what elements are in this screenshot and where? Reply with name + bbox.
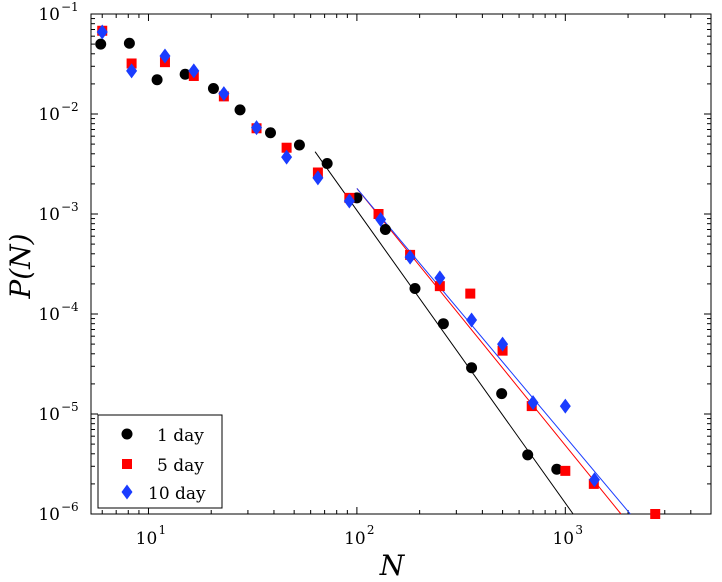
legend-marker-5-day [122,459,132,469]
legend-box [97,414,223,509]
y-axis-label: P(N) [4,233,37,299]
data-point-5-day [373,209,384,219]
data-point-1-day [234,104,246,116]
data-point-10-day [251,120,263,136]
legend-markers [121,428,133,500]
y-tick-label: 10 [38,405,60,425]
x-tick-label-exponent: 3 [575,523,583,537]
data-point-10-day [281,149,293,165]
data-point-1-day [179,68,191,80]
data-point-10-day [218,86,230,102]
y-tick-label: 10 [38,105,60,125]
y-tick-label-exponent: −1 [61,0,79,14]
data-point-1-day [264,127,276,139]
x-tick-label: 10 [344,529,366,549]
x-tick-label-exponent: 1 [158,523,166,537]
y-tick-label-exponent: −6 [61,500,79,514]
data-point-10-day [466,312,478,328]
data-point-1-day [293,139,305,151]
legend-label-5-day: 5 day [157,456,204,476]
data-point-10-day [588,472,600,488]
data-point-10-day [375,212,387,228]
data-point-1-day [466,362,478,374]
data-point-10-day [312,170,324,186]
data-point-5-day [281,142,292,153]
fit-line-5-day [356,188,622,515]
x-tick-label-exponent: 2 [367,523,375,537]
y-tick-label: 10 [38,205,60,225]
data-point-10-day [527,395,539,411]
x-tick-label: 10 [136,529,158,549]
y-tick-label: 10 [38,305,60,325]
data-point-5-day [434,281,445,292]
data-point-10-day [559,398,571,414]
y-tick-label-exponent: −5 [61,400,79,414]
fit-line-10-day [356,188,631,515]
data-point-1-day [379,223,391,235]
data-point-1-day [409,282,421,294]
legend: 1 day 5 day 10 day [97,414,223,509]
data-markers [95,24,661,519]
data-point-10-day [497,336,509,352]
y-tick-label: 10 [38,505,60,525]
data-point-1-day [522,449,534,461]
axis-ticks [91,14,712,515]
data-point-1-day [95,38,107,50]
data-point-5-day [465,288,476,299]
fit-line-1-day [314,151,574,515]
data-point-10-day [434,270,446,286]
data-point-1-day [207,82,219,94]
data-point-1-day [551,463,563,475]
data-point-10-day [159,48,171,64]
legend-marker-10-day [121,484,133,500]
data-point-1-day [151,74,163,86]
y-tick-label-exponent: −3 [61,200,79,214]
data-point-1-day [123,37,135,49]
data-point-1-day [321,157,333,169]
legend-label-10-day: 10 day [148,484,206,504]
data-point-10-day [96,24,108,40]
tick-labels: 10 1 10 2 10 310 −610 −510 −410 −310 −210 −1 [38,0,583,549]
y-tick-label: 10 [38,5,60,25]
data-point-10-day [404,249,416,265]
plot-frame [90,13,712,515]
x-axis-label: N [379,549,406,582]
legend-marker-1-day [121,428,133,440]
data-point-5-day [560,465,571,476]
data-point-10-day [343,193,355,209]
fit-lines [314,151,631,515]
y-tick-label-exponent: −2 [61,100,79,114]
x-tick-label: 10 [552,529,574,549]
data-point-5-day [650,509,661,519]
data-point-10-day [126,63,138,79]
data-point-10-day [188,63,200,79]
legend-label-1-day: 1 day [157,426,204,446]
y-tick-label-exponent: −4 [61,300,79,314]
data-point-1-day [496,388,508,400]
data-point-1-day [437,318,449,330]
